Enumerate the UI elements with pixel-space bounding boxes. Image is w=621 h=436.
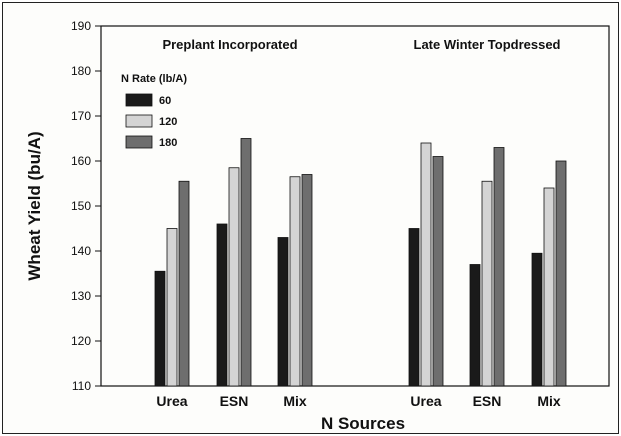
y-tick-label: 190 bbox=[71, 19, 91, 33]
legend-title: N Rate (lb/A) bbox=[121, 73, 187, 85]
legend-label: 120 bbox=[159, 116, 177, 128]
x-category-label: Mix bbox=[283, 393, 307, 409]
x-axis: Urea ESN Mix Urea ESN Mix bbox=[156, 393, 560, 409]
legend-label: 60 bbox=[159, 95, 171, 107]
x-category-label: Urea bbox=[156, 393, 187, 409]
x-category-label: Urea bbox=[410, 393, 441, 409]
y-tick-label: 110 bbox=[72, 379, 91, 393]
x-category-label: ESN bbox=[473, 393, 502, 409]
bar bbox=[166, 228, 178, 387]
y-tick-label: 180 bbox=[71, 64, 91, 78]
y-tick-label: 140 bbox=[71, 244, 91, 258]
bar bbox=[531, 252, 543, 387]
bar bbox=[555, 160, 567, 387]
bar bbox=[432, 156, 444, 387]
y-tick-label: 120 bbox=[71, 334, 91, 348]
bar bbox=[408, 228, 420, 387]
y-tick-label: 150 bbox=[71, 199, 91, 213]
bar bbox=[543, 187, 555, 387]
bar bbox=[420, 142, 432, 387]
bar bbox=[481, 180, 493, 387]
y-axis: 110 120 130 140 150 160 170 180 190 bbox=[71, 19, 101, 393]
x-category-label: ESN bbox=[220, 393, 249, 409]
bar bbox=[301, 174, 313, 387]
bar bbox=[240, 138, 252, 387]
legend-swatch bbox=[125, 93, 153, 107]
legend-label: 180 bbox=[159, 137, 177, 149]
legend-swatch bbox=[125, 135, 153, 149]
bars bbox=[154, 138, 567, 387]
y-tick-label: 160 bbox=[71, 154, 91, 168]
y-axis-title: Wheat Yield (bu/A) bbox=[25, 131, 44, 280]
bar bbox=[289, 176, 301, 387]
y-tick-label: 170 bbox=[71, 109, 91, 123]
group-title-preplant: Preplant Incorporated bbox=[162, 37, 297, 52]
bar bbox=[469, 264, 481, 387]
y-tick-label: 130 bbox=[71, 289, 91, 303]
bar bbox=[493, 147, 505, 387]
bar bbox=[277, 237, 289, 387]
x-category-label: Mix bbox=[537, 393, 561, 409]
legend: N Rate (lb/A) 60 120 180 bbox=[121, 73, 187, 149]
group-title-topdressed: Late Winter Topdressed bbox=[414, 37, 561, 52]
bar bbox=[154, 270, 166, 387]
bar bbox=[178, 180, 190, 387]
legend-swatch bbox=[125, 114, 153, 128]
bar bbox=[228, 167, 240, 387]
x-axis-title: N Sources bbox=[321, 414, 405, 433]
bar bbox=[216, 223, 228, 387]
